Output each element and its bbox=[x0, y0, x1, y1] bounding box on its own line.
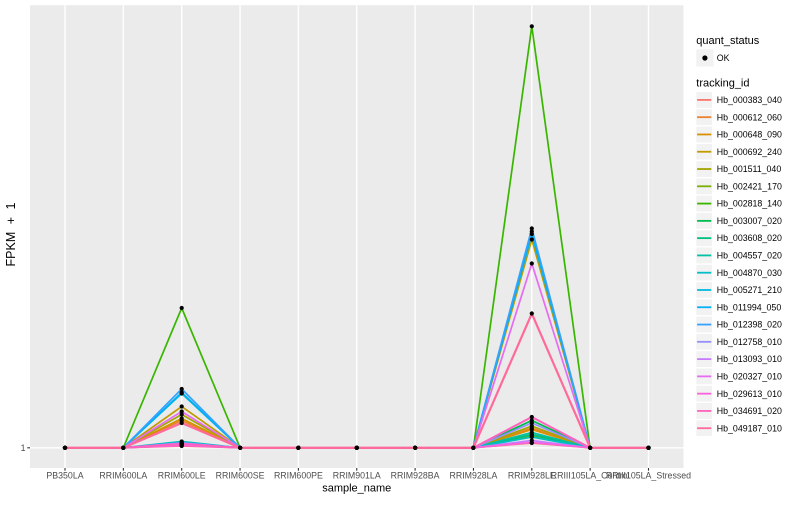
svg-text:Hb_005271_210: Hb_005271_210 bbox=[717, 285, 782, 295]
svg-text:OK: OK bbox=[717, 53, 730, 63]
svg-text:Hb_029613_010: Hb_029613_010 bbox=[717, 389, 782, 399]
svg-text:RRIM928BA: RRIM928BA bbox=[391, 471, 440, 481]
svg-text:Hb_000383_040: Hb_000383_040 bbox=[717, 95, 782, 105]
svg-text:Hb_011994_050: Hb_011994_050 bbox=[717, 302, 782, 312]
svg-text:Hb_013093_010: Hb_013093_010 bbox=[717, 354, 782, 364]
svg-text:Hb_012758_010: Hb_012758_010 bbox=[717, 337, 782, 347]
svg-text:RRIM600LE: RRIM600LE bbox=[158, 471, 206, 481]
svg-text:RRIM928LA: RRIM928LA bbox=[449, 471, 497, 481]
svg-text:Hb_000648_090: Hb_000648_090 bbox=[717, 130, 782, 140]
svg-text:Hb_000612_060: Hb_000612_060 bbox=[717, 112, 782, 122]
svg-text:RRIM600SE: RRIM600SE bbox=[216, 471, 265, 481]
svg-text:Hb_003608_020: Hb_003608_020 bbox=[717, 233, 782, 243]
svg-text:RRIM928LE: RRIM928LE bbox=[508, 471, 556, 481]
svg-text:Hb_004870_030: Hb_004870_030 bbox=[717, 268, 782, 278]
svg-text:1: 1 bbox=[21, 443, 26, 453]
svg-text:sample_name: sample_name bbox=[322, 483, 391, 495]
svg-text:RRIM600PE: RRIM600PE bbox=[274, 471, 323, 481]
svg-text:Hb_020327_010: Hb_020327_010 bbox=[717, 371, 782, 381]
svg-text:quant_status: quant_status bbox=[696, 35, 759, 47]
svg-text:RRIII105LA_Stressed: RRIII105LA_Stressed bbox=[606, 471, 691, 481]
svg-text:Hb_002421_170: Hb_002421_170 bbox=[717, 181, 782, 191]
svg-text:RRIII105LA_Control: RRIII105LA_Control bbox=[551, 471, 630, 481]
svg-text:Hb_034691_020: Hb_034691_020 bbox=[717, 406, 782, 416]
svg-text:Hb_004557_020: Hb_004557_020 bbox=[717, 251, 782, 261]
svg-text:Hb_001511_040: Hb_001511_040 bbox=[717, 164, 782, 174]
svg-text:Hb_049187_010: Hb_049187_010 bbox=[717, 423, 782, 433]
svg-text:RRIM600LA: RRIM600LA bbox=[99, 471, 147, 481]
svg-text:Hb_000692_240: Hb_000692_240 bbox=[717, 147, 782, 157]
svg-text:Hb_003007_020: Hb_003007_020 bbox=[717, 216, 782, 226]
svg-text:RRIM901LA: RRIM901LA bbox=[333, 471, 381, 481]
svg-text:tracking_id: tracking_id bbox=[696, 77, 749, 89]
svg-text:Hb_012398_020: Hb_012398_020 bbox=[717, 320, 782, 330]
svg-text:FPKM + 1: FPKM + 1 bbox=[4, 202, 18, 266]
svg-text:PB350LA: PB350LA bbox=[46, 471, 83, 481]
svg-text:Hb_002818_140: Hb_002818_140 bbox=[717, 199, 782, 209]
